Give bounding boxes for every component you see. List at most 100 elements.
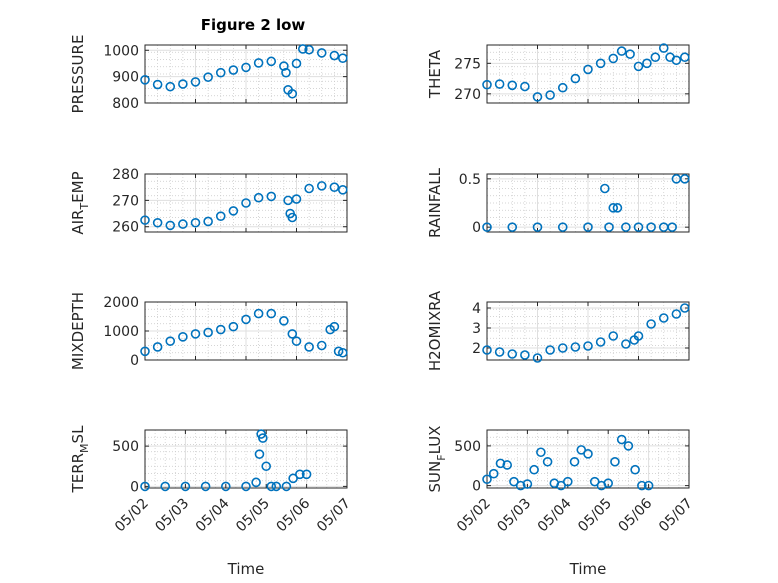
data-point	[253, 58, 264, 68]
data-point	[200, 481, 211, 492]
data-point	[329, 50, 340, 61]
data-point	[633, 331, 644, 341]
data-point	[642, 58, 652, 69]
y-tick-label: 260	[112, 220, 139, 236]
data-point	[295, 469, 305, 480]
data-point	[658, 43, 669, 53]
data-point	[562, 476, 573, 487]
data-point	[329, 321, 340, 332]
data-point	[337, 347, 348, 358]
data-point	[482, 474, 492, 485]
data-point	[241, 198, 251, 208]
data-point	[279, 316, 289, 326]
y-tick-label: 3	[472, 321, 481, 337]
data-point	[621, 222, 631, 232]
data-point	[557, 222, 568, 232]
data-point	[190, 329, 201, 339]
data-point	[532, 222, 543, 232]
subplot-h2omixra: 2 3 4 H2OMIXRA	[426, 290, 690, 371]
data-point	[507, 80, 518, 91]
data-point	[545, 345, 555, 355]
data-point	[482, 222, 492, 232]
data-series	[482, 434, 654, 491]
data-point	[152, 217, 163, 228]
subplot-grid: 800 900 1000 PRESSURE 270 275 THETA 260 270 280 AI…	[69, 35, 696, 578]
y-tick-label: 900	[112, 70, 139, 86]
data-point	[529, 464, 539, 475]
data-point	[266, 56, 277, 67]
data-point	[221, 481, 231, 492]
data-point	[482, 79, 492, 90]
data-point	[304, 342, 314, 352]
data-point	[329, 182, 340, 192]
data-point	[165, 336, 176, 346]
data-point	[190, 77, 201, 87]
data-point	[152, 342, 163, 352]
data-point	[679, 303, 690, 313]
axes-box	[486, 429, 690, 489]
data-point	[658, 313, 669, 323]
data-point	[152, 79, 163, 90]
data-point	[316, 340, 327, 351]
subplot-air-temp: 260 270 280 AIRTEMP	[69, 167, 348, 236]
data-point	[515, 480, 526, 491]
data-point	[556, 480, 566, 491]
data-point	[140, 215, 150, 225]
y-tick-label: 0	[130, 353, 139, 369]
y-tick-label: 500	[454, 439, 481, 455]
data-point	[140, 481, 150, 492]
y-tick-label: 500	[112, 439, 139, 455]
data-point	[203, 216, 213, 227]
data-point	[337, 53, 348, 63]
data-point	[316, 181, 327, 191]
data-point	[287, 329, 298, 339]
subplot-rainfall: 0 0.5 RAINFALL	[426, 167, 690, 238]
data-point	[203, 72, 213, 82]
data-point	[610, 456, 620, 467]
subplot-mixdepth: 0 1000 2000 MIXDEPTH	[69, 292, 348, 370]
y-axis-label: TERRMSL	[69, 425, 91, 494]
data-point	[616, 46, 627, 56]
data-point	[337, 185, 348, 195]
data-point	[633, 61, 644, 72]
data-point	[258, 433, 268, 443]
data-point	[140, 346, 150, 357]
data-point	[633, 222, 644, 232]
x-axis-label: Time	[227, 560, 265, 578]
y-axis-label: RAINFALL	[426, 167, 444, 238]
y-tick-label: 270	[112, 193, 139, 209]
data-point	[291, 58, 302, 69]
data-series	[140, 44, 348, 99]
data-point	[160, 481, 170, 492]
data-point	[271, 481, 282, 492]
data-point	[253, 192, 264, 203]
data-point	[650, 52, 661, 63]
y-tick-label: 2	[472, 341, 481, 357]
y-tick-label: 0	[472, 220, 481, 236]
data-point	[495, 458, 506, 469]
data-point	[630, 464, 640, 475]
x-axis-label: Time	[569, 560, 607, 578]
data-point	[603, 478, 614, 489]
data-point	[621, 339, 631, 349]
data-point	[671, 55, 682, 66]
data-point	[215, 67, 226, 78]
data-point	[266, 191, 277, 202]
data-point	[569, 456, 580, 467]
data-point	[625, 49, 635, 59]
data-point	[570, 73, 581, 84]
data-point	[494, 79, 505, 89]
data-point	[595, 58, 606, 69]
data-point	[180, 481, 191, 492]
data-point	[671, 309, 682, 319]
data-point	[532, 92, 543, 102]
data-point	[253, 308, 264, 319]
data-point	[520, 81, 530, 92]
data-point	[679, 52, 690, 63]
y-axis-label: PRESSURE	[69, 35, 87, 114]
subplot-theta: 270 275 THETA	[426, 43, 690, 104]
y-tick-label: 0.5	[459, 172, 481, 188]
data-point	[190, 217, 201, 228]
data-series	[482, 303, 690, 363]
